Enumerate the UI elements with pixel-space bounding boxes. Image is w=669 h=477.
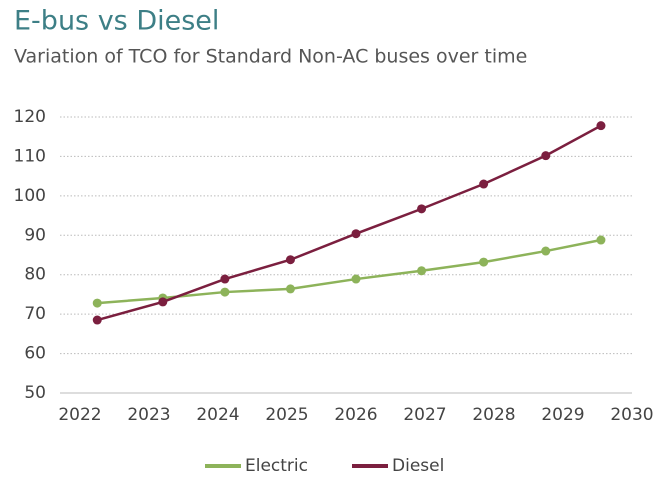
data-point bbox=[285, 284, 295, 294]
data-point bbox=[541, 151, 551, 161]
chart-title: E-bus vs Diesel bbox=[14, 6, 219, 37]
data-point bbox=[417, 204, 427, 214]
y-tick-label: 120 bbox=[14, 107, 46, 127]
series-line bbox=[96, 124, 602, 322]
data-point bbox=[351, 229, 361, 239]
data-point bbox=[417, 266, 427, 276]
y-tick-label: 50 bbox=[24, 383, 46, 403]
data-point bbox=[92, 298, 102, 308]
y-tick-label: 110 bbox=[14, 146, 46, 166]
legend-label: Electric bbox=[245, 456, 308, 476]
data-point bbox=[220, 274, 230, 284]
data-point bbox=[479, 179, 489, 189]
y-tick-label: 90 bbox=[24, 225, 46, 245]
data-point bbox=[596, 121, 606, 131]
x-tick-label: 2023 bbox=[127, 405, 170, 425]
data-point bbox=[158, 297, 168, 307]
data-point bbox=[596, 235, 606, 245]
x-tick-label: 2022 bbox=[58, 405, 101, 425]
x-tick-label: 2024 bbox=[196, 405, 239, 425]
data-point bbox=[285, 255, 295, 265]
data-point bbox=[220, 287, 230, 297]
x-tick-label: 2025 bbox=[265, 405, 308, 425]
series-line bbox=[97, 238, 602, 305]
y-tick-label: 100 bbox=[14, 186, 46, 206]
legend-label: Diesel bbox=[392, 456, 444, 476]
x-tick-label: 2028 bbox=[472, 405, 515, 425]
x-tick-label: 2026 bbox=[334, 405, 377, 425]
y-tick-label: 60 bbox=[24, 344, 46, 364]
x-tick-label: 2029 bbox=[541, 405, 584, 425]
chart-subtitle: Variation of TCO for Standard Non-AC bus… bbox=[14, 46, 527, 68]
data-point bbox=[479, 257, 489, 267]
y-tick-label: 70 bbox=[24, 304, 46, 324]
x-tick-label: 2027 bbox=[403, 405, 446, 425]
data-point bbox=[351, 274, 361, 284]
x-tick-label: 2030 bbox=[610, 405, 653, 425]
y-tick-label: 80 bbox=[24, 265, 46, 285]
data-point bbox=[541, 246, 551, 256]
data-point bbox=[92, 315, 102, 325]
